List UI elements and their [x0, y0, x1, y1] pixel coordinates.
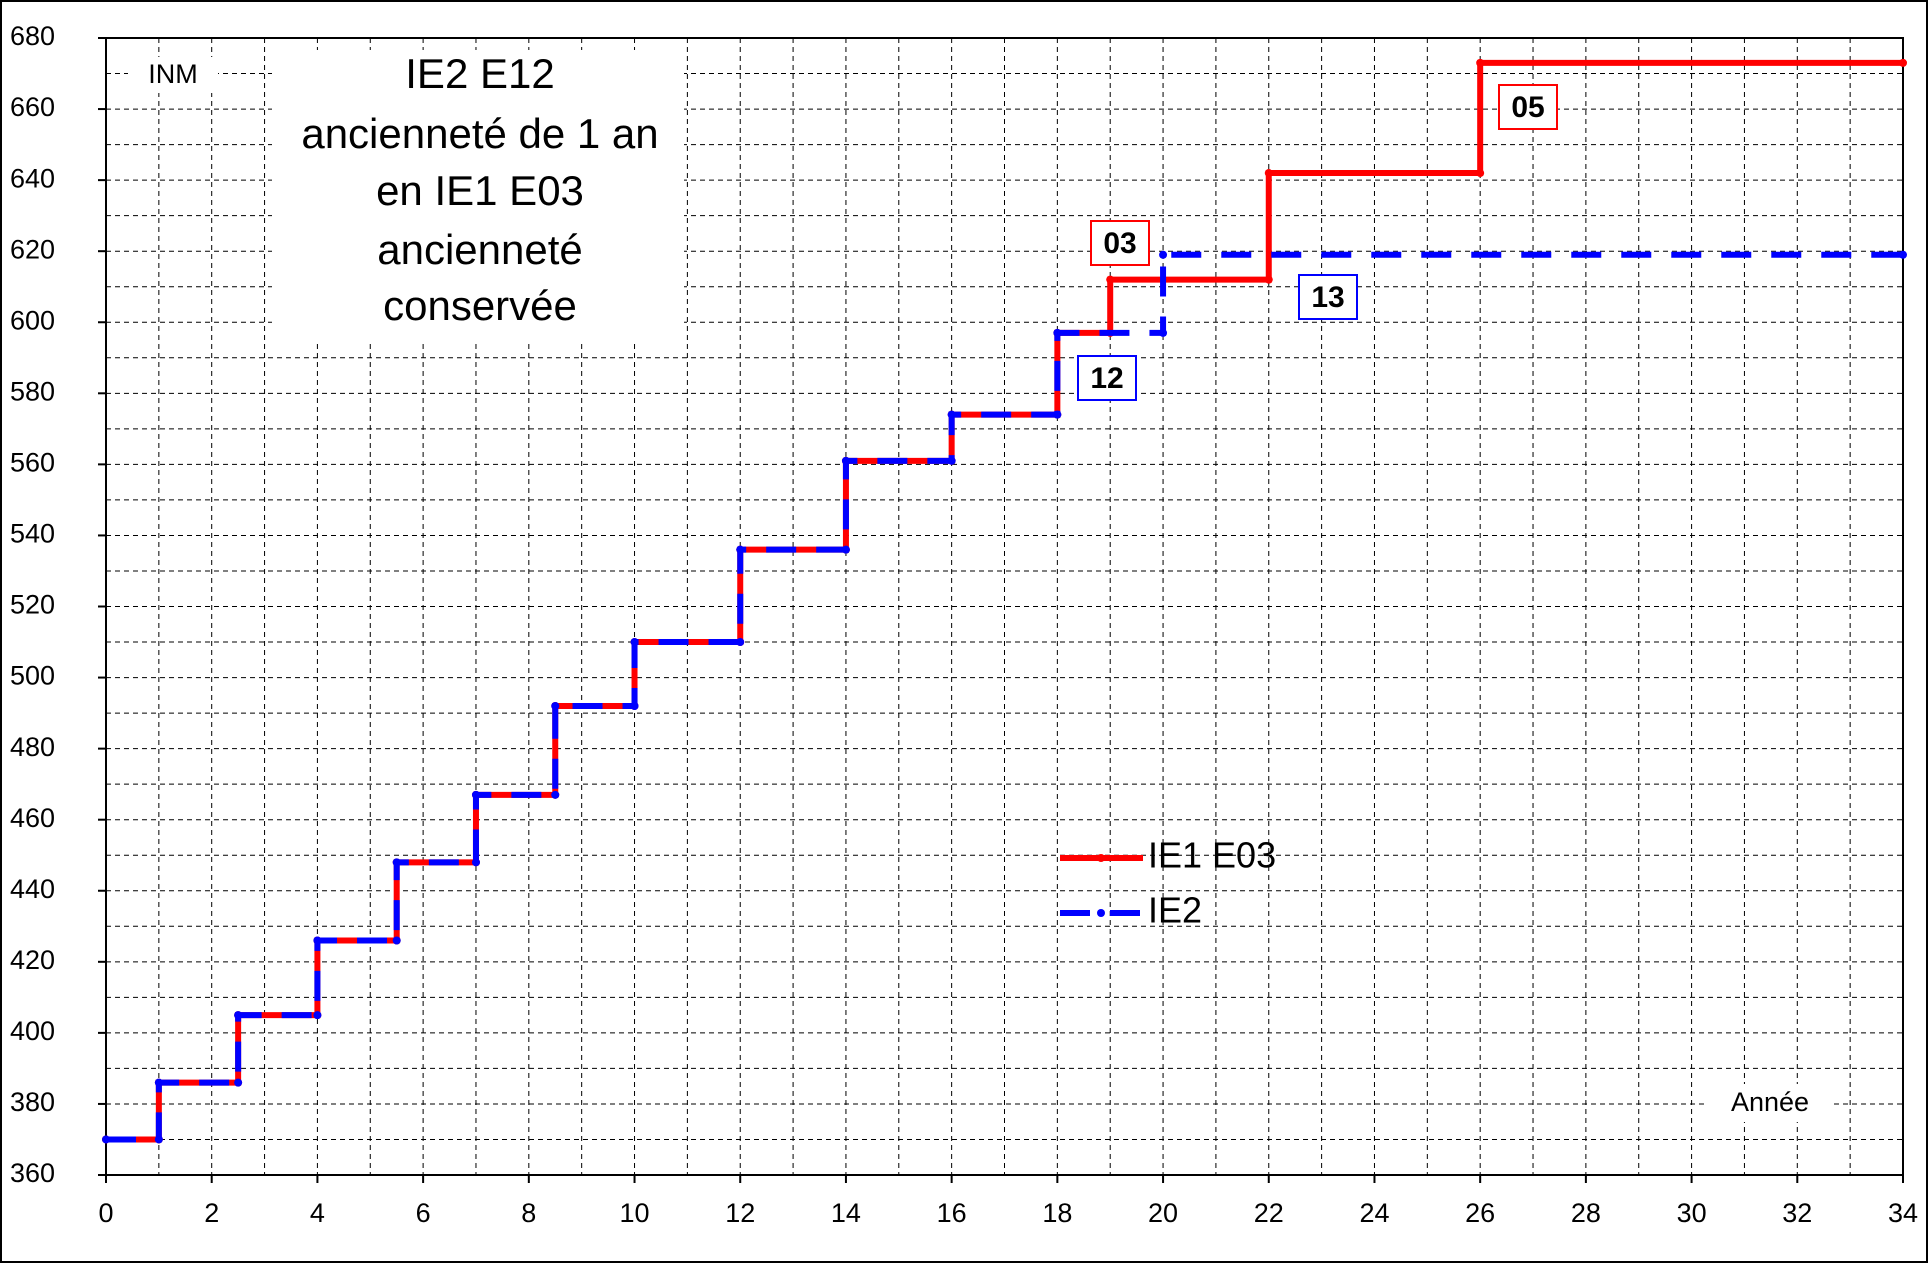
- x-tick-label: 24: [1359, 1198, 1389, 1228]
- y-tick-label: 400: [10, 1016, 55, 1046]
- point: [1899, 250, 1907, 259]
- text-box-line: conservée: [383, 282, 577, 329]
- point: [841, 456, 850, 465]
- point: [1264, 275, 1273, 284]
- y-tick-label: 560: [10, 448, 55, 478]
- point: [234, 1011, 243, 1020]
- y-tick-label: 460: [10, 803, 55, 833]
- legend-label: IE1 E03: [1148, 835, 1276, 876]
- y-tick-label: 480: [10, 732, 55, 762]
- point: [154, 1078, 163, 1087]
- plot-border: [105, 37, 1904, 1176]
- x-tick-label: 16: [937, 1198, 967, 1228]
- y-tick-label: 600: [10, 305, 55, 335]
- x-tick-label: 30: [1677, 1198, 1707, 1228]
- y-tick-label: 500: [10, 661, 55, 691]
- x-tick-label: 32: [1782, 1198, 1812, 1228]
- legend-label: IE2: [1148, 890, 1202, 931]
- x-tick-label: 18: [1042, 1198, 1072, 1228]
- point: [1899, 58, 1907, 67]
- x-tick-label: 34: [1888, 1198, 1918, 1228]
- y-label-bg: [128, 57, 218, 93]
- point: [630, 638, 639, 647]
- annotation-box: [1077, 355, 1137, 401]
- point: [947, 456, 956, 465]
- series-line: [106, 251, 1903, 1143]
- point: [841, 545, 850, 554]
- y-tick-label: 380: [10, 1087, 55, 1117]
- y-tick-label: 620: [10, 234, 55, 264]
- point: [630, 701, 639, 710]
- annotation: 12: [1090, 362, 1123, 395]
- point: [1476, 58, 1485, 67]
- x-tick-label: 22: [1254, 1198, 1284, 1228]
- y-tick-label: 540: [10, 519, 55, 549]
- x-label-bg: [1706, 1084, 1834, 1122]
- point: [392, 858, 401, 867]
- x-tick-label: 0: [98, 1198, 113, 1228]
- x-axis-label: Année: [1731, 1087, 1809, 1117]
- y-tick-label: 660: [10, 92, 55, 122]
- point: [313, 936, 322, 945]
- point: [1053, 328, 1062, 337]
- x-tick-label: 12: [725, 1198, 755, 1228]
- annotation-box: [1090, 220, 1150, 266]
- legend-marker: [1097, 909, 1105, 917]
- point: [947, 410, 956, 419]
- x-tick-label: 10: [620, 1198, 650, 1228]
- point: [1159, 250, 1168, 259]
- point: [1159, 328, 1168, 337]
- point: [1053, 410, 1062, 419]
- annotation: 05: [1511, 91, 1544, 124]
- annotation-box: [1498, 84, 1558, 130]
- y-tick-label: 440: [10, 874, 55, 904]
- y-tick-label: 420: [10, 945, 55, 975]
- text-box-line: en IE1 E03: [376, 167, 584, 214]
- text-box-line: ancienneté de 1 an: [301, 110, 658, 157]
- annotation: 13: [1311, 281, 1344, 314]
- x-tick-label: 14: [831, 1198, 861, 1228]
- x-tick-label: 20: [1148, 1198, 1178, 1228]
- text-box: [272, 50, 684, 340]
- point: [1106, 275, 1115, 284]
- x-tick-label: 4: [310, 1198, 325, 1228]
- point: [392, 936, 401, 945]
- x-tick-label: 6: [416, 1198, 431, 1228]
- point: [1264, 169, 1273, 178]
- text-box-line: IE2 E12: [405, 50, 554, 97]
- point: [736, 545, 745, 554]
- point: [551, 701, 560, 710]
- point: [313, 1011, 322, 1020]
- y-tick-label: 680: [10, 21, 55, 51]
- legend-marker: [1097, 854, 1105, 862]
- point: [102, 1135, 110, 1144]
- annotation: 03: [1103, 227, 1136, 260]
- annotation-box: [1298, 274, 1358, 320]
- point: [736, 638, 745, 647]
- y-tick-label: 360: [10, 1158, 55, 1188]
- point: [471, 858, 480, 867]
- point: [234, 1078, 243, 1087]
- point: [551, 790, 560, 799]
- x-tick-label: 2: [204, 1198, 219, 1228]
- x-tick-label: 8: [521, 1198, 536, 1228]
- x-tick-label: 26: [1465, 1198, 1495, 1228]
- y-tick-label: 580: [10, 376, 55, 406]
- y-tick-label: 640: [10, 163, 55, 193]
- point: [471, 790, 480, 799]
- point: [154, 1135, 163, 1144]
- text-box-line: ancienneté: [377, 226, 583, 273]
- y-axis-label: INM: [148, 59, 198, 89]
- y-tick-label: 520: [10, 590, 55, 620]
- point: [1476, 169, 1485, 178]
- x-tick-label: 28: [1571, 1198, 1601, 1228]
